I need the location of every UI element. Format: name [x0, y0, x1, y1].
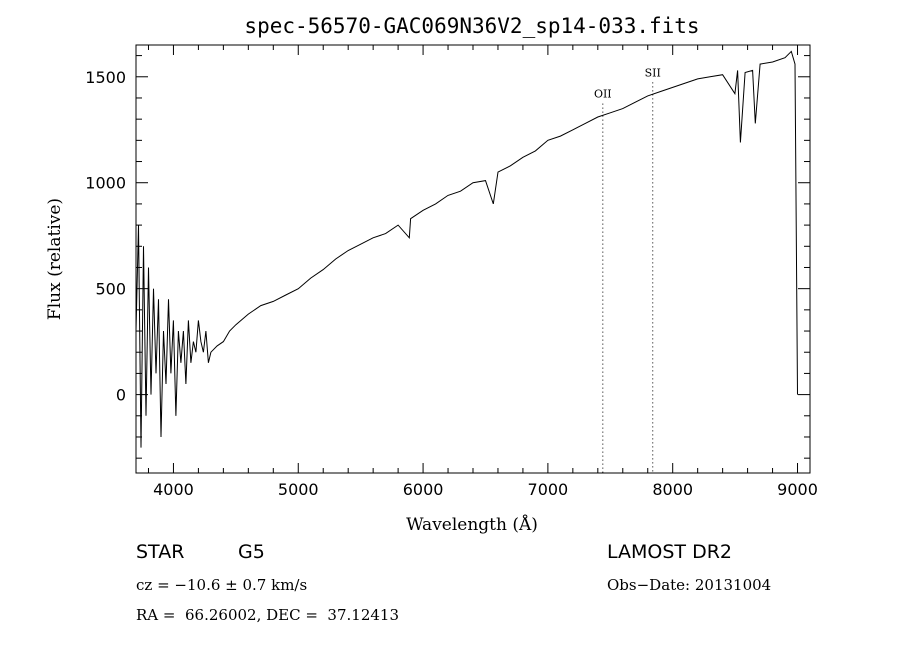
x-tick-label: 8000	[652, 480, 693, 499]
redshift-velocity: cz = −10.6 ± 0.7 km/s	[136, 576, 308, 594]
spectral-line-label: SII	[645, 66, 661, 79]
y-axis-label: Flux (relative)	[45, 198, 65, 320]
object-type: STAR	[136, 541, 185, 563]
y-tick-label: 0	[116, 386, 126, 405]
x-tick-label: 4000	[153, 480, 194, 499]
x-tick-label: 5000	[278, 480, 319, 499]
x-tick-label: 9000	[777, 480, 818, 499]
survey-name: LAMOST DR2	[607, 541, 732, 563]
spectral-line-label: OII	[594, 88, 612, 101]
x-axis-label: Wavelength (Å)	[406, 514, 538, 535]
chart-title: spec-56570-GAC069N36V2_sp14-033.fits	[244, 14, 699, 38]
subclass: G5	[238, 541, 265, 563]
spectral-line-markers: OII SII	[594, 66, 661, 473]
sky-coordinates: RA = 66.26002, DEC = 37.12413	[136, 606, 400, 624]
y-tick-label: 1000	[85, 174, 126, 193]
axis-tick-labels: 4000 5000 6000 7000 8000 9000 0 500 1000 1500	[85, 68, 818, 499]
x-tick-label: 7000	[528, 480, 569, 499]
observation-date: Obs−Date: 20131004	[607, 576, 772, 594]
x-tick-label: 6000	[403, 480, 444, 499]
axis-ticks	[136, 45, 810, 473]
spectrum-line	[135, 50, 798, 448]
y-tick-label: 1500	[85, 68, 126, 87]
y-tick-label: 500	[95, 280, 126, 299]
plot-frame	[135, 44, 811, 474]
